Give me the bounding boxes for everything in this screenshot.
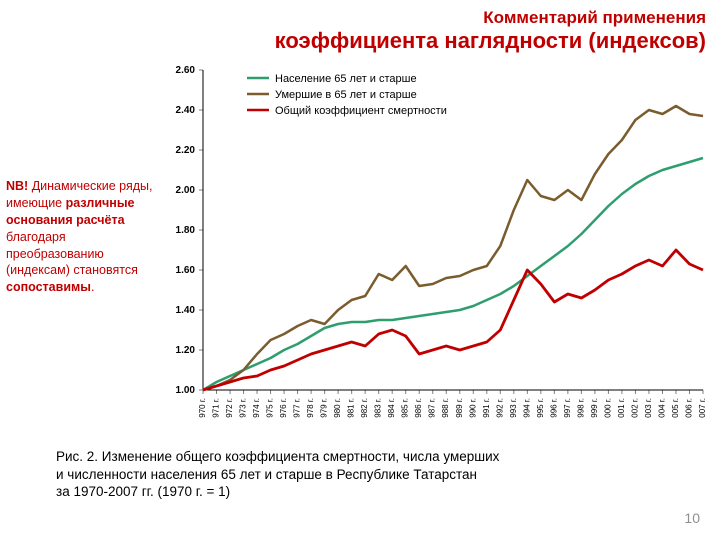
svg-text:984 г.: 984 г. [387,398,396,418]
svg-text:2.40: 2.40 [176,105,196,116]
note-nb: NB! [6,179,28,193]
svg-text:982 г.: 982 г. [360,398,369,418]
note-t4: благодаря преобразованию (индексам) стан… [6,230,138,278]
svg-text:003 г.: 003 г. [644,398,653,418]
svg-text:002 г.: 002 г. [630,398,639,418]
svg-text:006 г.: 006 г. [684,398,693,418]
svg-text:Население 65 лет и старше: Население 65 лет и старше [275,73,417,85]
svg-text:2.60: 2.60 [176,65,196,76]
svg-text:Умершие в 65 лет и старше: Умершие в 65 лет и старше [275,89,417,101]
svg-text:975 г.: 975 г. [266,398,275,418]
svg-text:Общий коэффициент смертности: Общий коэффициент смертности [275,105,447,117]
svg-text:2.00: 2.00 [176,185,196,196]
svg-text:1.20: 1.20 [176,345,196,356]
svg-text:986 г.: 986 г. [414,398,423,418]
svg-text:974 г.: 974 г. [252,398,261,418]
svg-text:991 г.: 991 г. [482,398,491,418]
svg-text:979 г.: 979 г. [320,398,329,418]
note-t6: . [91,280,94,294]
page-number: 10 [684,510,700,526]
svg-text:996 г.: 996 г. [549,398,558,418]
svg-text:997 г.: 997 г. [563,398,572,418]
svg-text:988 г.: 988 г. [441,398,450,418]
svg-text:1.60: 1.60 [176,265,196,276]
svg-text:1.00: 1.00 [176,385,196,396]
svg-text:983 г.: 983 г. [374,398,383,418]
svg-text:992 г.: 992 г. [495,398,504,418]
svg-text:000 г.: 000 г. [603,398,612,418]
svg-text:978 г.: 978 г. [306,398,315,418]
side-note: NB! Динамические ряды, имеющие различные… [6,178,166,296]
svg-text:977 г.: 977 г. [293,398,302,418]
svg-text:999 г.: 999 г. [590,398,599,418]
svg-text:998 г.: 998 г. [576,398,585,418]
note-t5: сопоставимы [6,280,91,294]
svg-text:001 г.: 001 г. [617,398,626,418]
svg-text:976 г.: 976 г. [279,398,288,418]
figure-caption: Рис. 2. Изменение общего коэффициента см… [56,448,596,501]
svg-text:985 г.: 985 г. [401,398,410,418]
title-line1: Комментарий применения [275,8,706,28]
svg-text:993 г.: 993 г. [509,398,518,418]
svg-text:005 г.: 005 г. [671,398,680,418]
svg-text:970 г.: 970 г. [198,398,207,418]
svg-text:2.20: 2.20 [176,145,196,156]
title-line2: коэффициента наглядности (индексов) [275,28,706,53]
svg-text:973 г.: 973 г. [239,398,248,418]
svg-text:004 г.: 004 г. [657,398,666,418]
svg-text:971 г.: 971 г. [212,398,221,418]
svg-text:995 г.: 995 г. [536,398,545,418]
svg-text:972 г.: 972 г. [225,398,234,418]
slide-title: Комментарий применения коэффициента нагл… [275,8,706,53]
svg-text:981 г.: 981 г. [347,398,356,418]
svg-text:989 г.: 989 г. [455,398,464,418]
svg-text:007 г.: 007 г. [698,398,707,418]
svg-text:990 г.: 990 г. [468,398,477,418]
svg-text:980 г.: 980 г. [333,398,342,418]
svg-text:994 г.: 994 г. [522,398,531,418]
svg-text:1.80: 1.80 [176,225,196,236]
line-chart: 1.00 1.20 1.40 1.60 1.80 2.00 2.20 2.40 2.60 970 … [155,60,710,440]
svg-text:987 г.: 987 г. [428,398,437,418]
svg-text:1.40: 1.40 [176,305,196,316]
